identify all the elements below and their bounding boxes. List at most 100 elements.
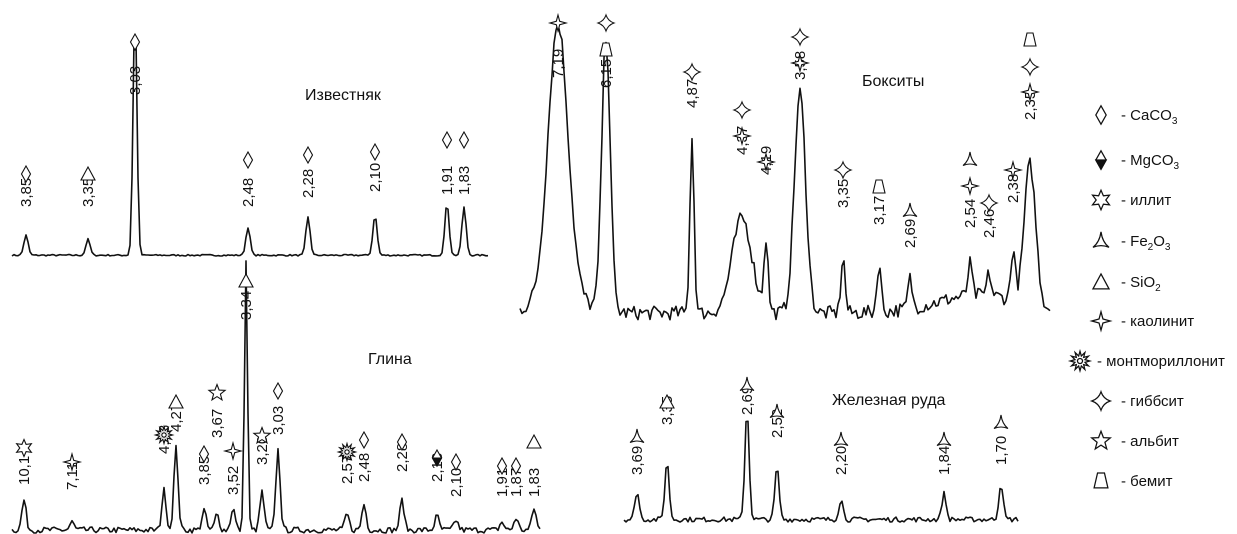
- peak-label: 3,03: [270, 406, 287, 435]
- diffraction-trace: [11, 260, 541, 534]
- cross-icon: [732, 100, 752, 120]
- star4-icon: [1089, 309, 1113, 333]
- legend-item: - MgCO3: [1094, 149, 1180, 172]
- legend-item: - иллит: [1091, 188, 1171, 212]
- diamond-icon: [272, 381, 284, 401]
- legend-label: - иллит: [1121, 192, 1171, 209]
- cross-icon: [1089, 389, 1113, 413]
- diamond-icon: [302, 145, 314, 165]
- tristar-icon: [739, 376, 755, 392]
- diamond-icon: [369, 142, 381, 162]
- star4-icon: [959, 175, 981, 197]
- peak-label: 7,19: [550, 49, 567, 78]
- peak-label: 3,85: [18, 178, 35, 207]
- legend-label: - CaCO3: [1121, 107, 1178, 127]
- peak-label: 2,48: [356, 453, 373, 482]
- star4-icon: [547, 12, 569, 34]
- legend-item: - Fe2O3: [1092, 231, 1171, 253]
- peak-label: 10,1: [16, 456, 33, 485]
- panel-1: Известняк 3,85 3,35 3,03 2,48 2,28 2,10 1,91 1,8…: [11, 32, 489, 257]
- peak-label: 3,03: [127, 66, 144, 95]
- triangle-icon: [526, 433, 542, 449]
- legend-item: - гиббсит: [1089, 389, 1184, 413]
- legend-label: - гиббсит: [1121, 393, 1184, 410]
- peak-label: 1,83: [526, 468, 543, 497]
- burst-icon: [153, 424, 175, 446]
- legend-item: - альбит: [1090, 429, 1179, 451]
- peak-label: 2,28: [300, 169, 317, 198]
- peak-label: 3,67: [209, 409, 226, 438]
- peak-label: 2,38: [1005, 174, 1022, 203]
- panel-2: Глина10,17,114,484,273,853,673,523,343,2…: [11, 260, 543, 534]
- legend-label: - альбит: [1121, 433, 1179, 450]
- trapezoid-icon: [599, 42, 613, 57]
- cross-icon: [833, 160, 853, 180]
- star6-icon: [15, 438, 33, 458]
- legend-item: - CaCO3: [1095, 104, 1178, 127]
- star4-icon: [222, 440, 244, 462]
- diffraction-trace: [11, 38, 489, 257]
- legend-label: - каолинит: [1121, 313, 1194, 330]
- cross-icon: [790, 27, 810, 47]
- peak-label: 2,54: [962, 199, 979, 228]
- peak-label: 3,35: [80, 178, 97, 207]
- diamond-icon: [458, 130, 470, 150]
- tristar-icon: [962, 151, 978, 167]
- star4-icon: [755, 151, 777, 173]
- diamond-icon: [129, 32, 141, 52]
- peak-label: 3,35: [835, 179, 852, 208]
- cross-icon: [682, 62, 702, 82]
- legend-label: - монтмориллонит: [1097, 353, 1225, 370]
- tristar-icon: [1092, 231, 1110, 248]
- peak-label: 1,83: [456, 166, 473, 195]
- cross-icon: [596, 13, 616, 33]
- burst-icon: [336, 441, 358, 463]
- peak-label: 1,91: [494, 468, 511, 497]
- tristar-icon: [902, 202, 918, 218]
- diamond-icon: [510, 456, 522, 476]
- peak-label: 3,17: [871, 196, 888, 225]
- peak-label: 1,70: [993, 436, 1010, 465]
- peak-label: 2,10: [367, 163, 384, 192]
- triangle-icon: [238, 272, 254, 288]
- star4-icon: [1019, 81, 1041, 103]
- triangle-icon: [80, 165, 96, 181]
- diamond-icon: [20, 164, 32, 184]
- trapezoid-icon: [872, 179, 886, 194]
- peak-label: 2,28: [394, 443, 411, 472]
- diamond-icon: [496, 456, 508, 476]
- legend-item: - SiO2: [1091, 272, 1161, 294]
- peak-label: 1,87: [508, 468, 525, 497]
- tristar-icon: [993, 414, 1009, 430]
- peak-label: 1,91: [439, 166, 456, 195]
- diamond-filled-icon: [1094, 149, 1108, 171]
- diffraction-trace: [623, 420, 1019, 523]
- diamond-icon: [396, 432, 408, 452]
- triangle-icon: [1091, 272, 1111, 290]
- panel-title: Железная руда: [832, 392, 946, 409]
- legend-item: - бемит: [1093, 472, 1173, 490]
- tristar-icon: [629, 428, 645, 444]
- peak-label: 2,69: [902, 219, 919, 248]
- star4-icon: [1002, 159, 1024, 181]
- legend-label: - бемит: [1121, 473, 1173, 490]
- peak-label: 4,27: [168, 403, 185, 432]
- legend-item: - монтмориллонит: [1067, 348, 1225, 374]
- trapezoid-icon: [1093, 472, 1109, 489]
- star4-icon: [61, 451, 83, 473]
- star5-icon: [252, 425, 272, 445]
- peak-label: 2,35: [1022, 91, 1039, 120]
- diamond-icon: [198, 444, 210, 464]
- peak-label: 2,46: [981, 209, 998, 238]
- peak-label: 2,69: [739, 386, 756, 415]
- diamond-icon: [242, 150, 254, 170]
- star5-icon: [1090, 429, 1112, 451]
- legend-label: - MgCO3: [1121, 152, 1180, 172]
- trapezoid-icon: [1023, 32, 1037, 47]
- peak-label: 2,57: [339, 455, 356, 484]
- cross-icon: [1020, 57, 1040, 77]
- panel-title: Известняк: [305, 87, 382, 104]
- peak-label: 4,87: [684, 79, 701, 108]
